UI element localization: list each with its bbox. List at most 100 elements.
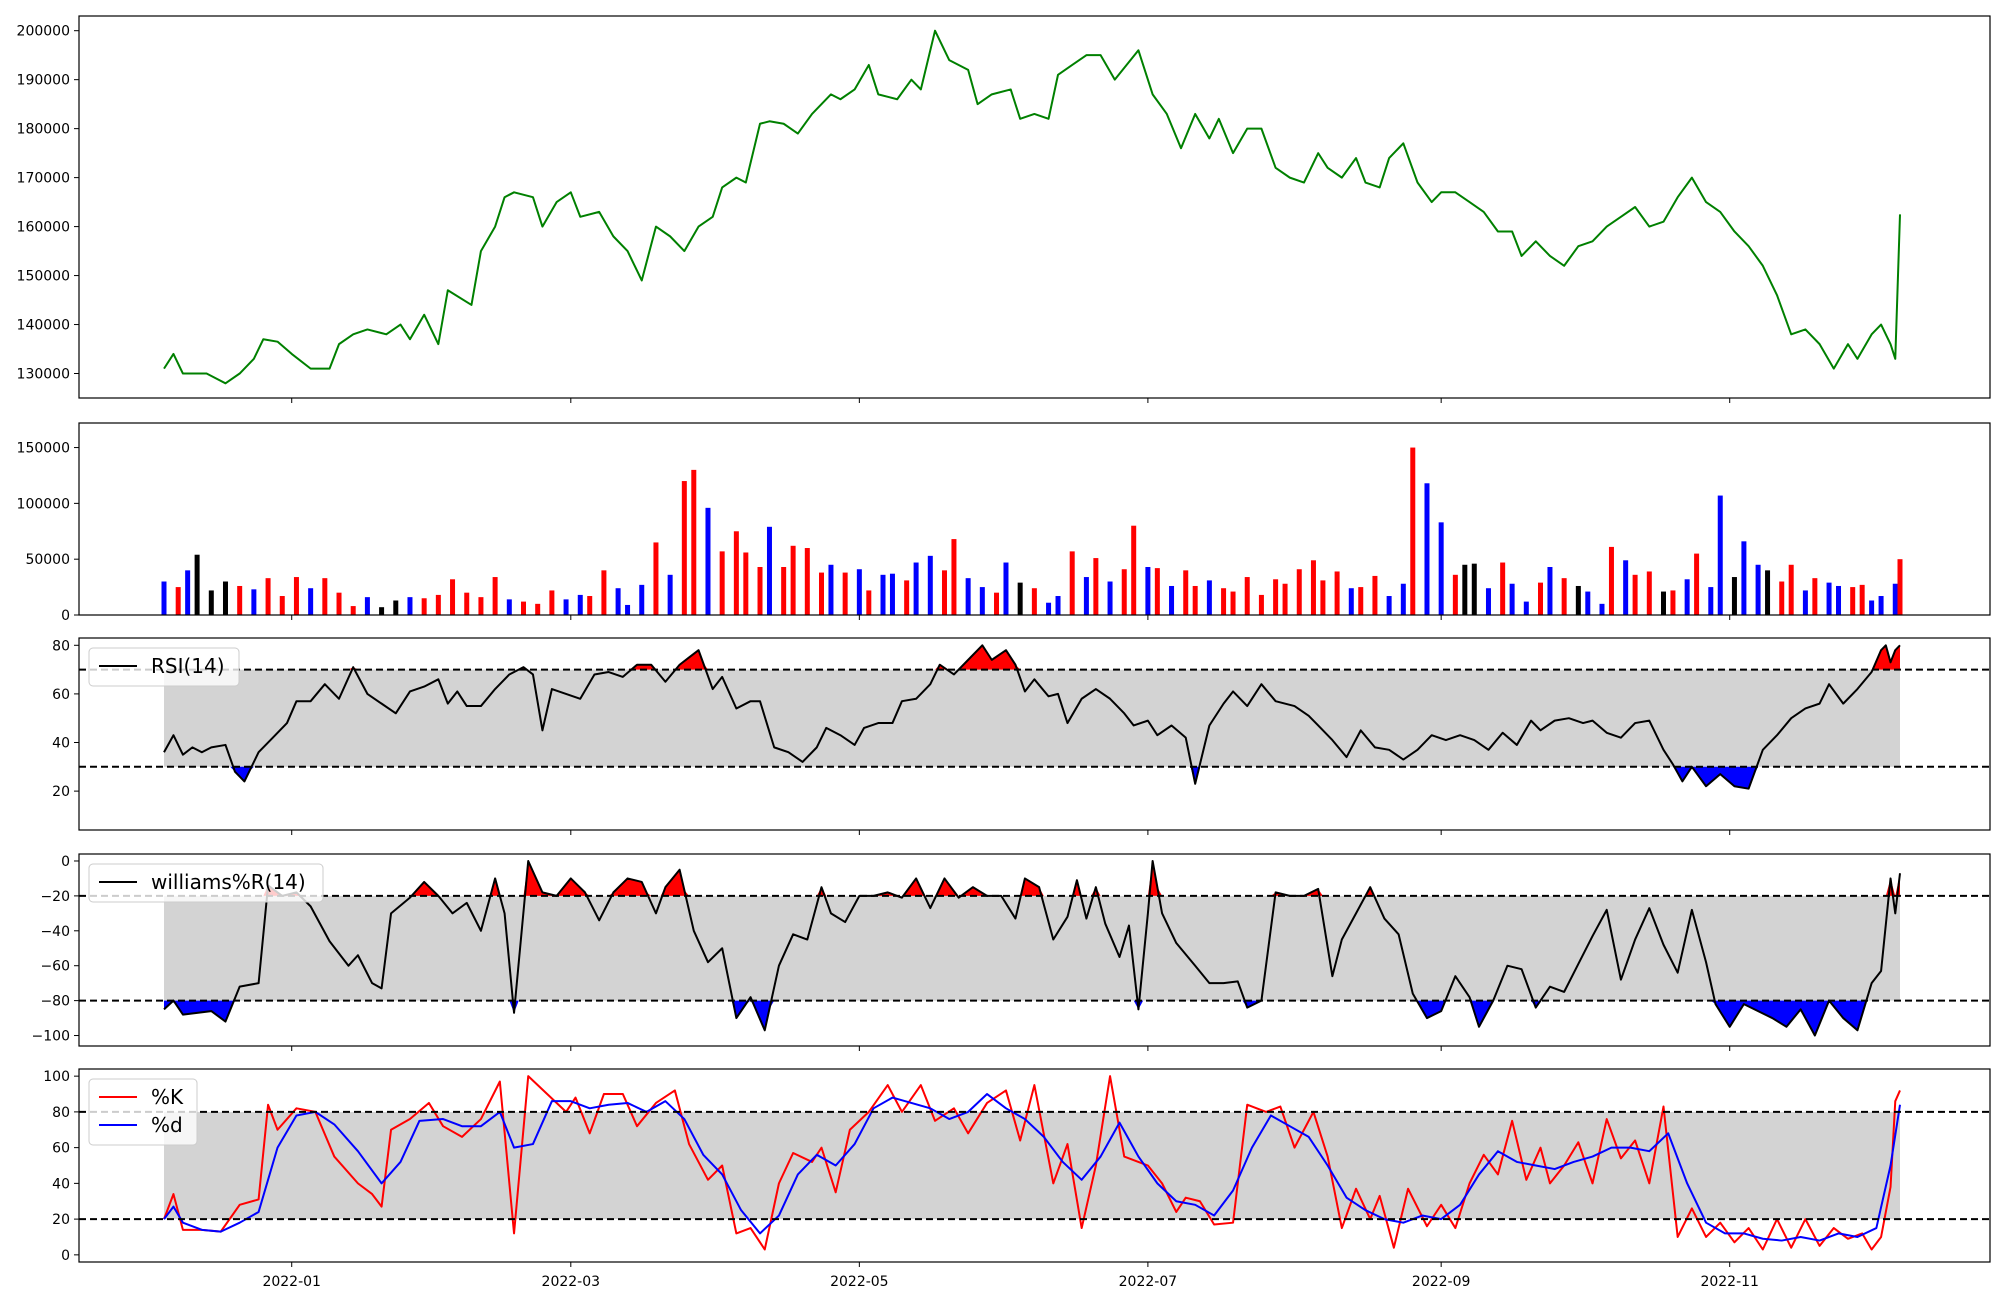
volume-bar [322, 578, 328, 615]
volume-bar [450, 579, 456, 615]
y-tick-label: 100 [43, 1069, 70, 1085]
panel-plot-area [161, 447, 1903, 615]
y-tick-label: 20 [52, 784, 70, 800]
volume-bar [175, 587, 181, 615]
volume-bar [1145, 567, 1151, 615]
volume-bar [1538, 582, 1543, 615]
volume-bar [1826, 582, 1832, 615]
y-tick-label: −40 [40, 924, 70, 940]
y-tick-label: −60 [40, 959, 70, 975]
panel-volume: 0 50000 100000 150000 [17, 422, 1991, 624]
volume-bar [913, 562, 919, 615]
volume-bar [1334, 571, 1340, 615]
volume-bar [781, 567, 787, 615]
panel-price: 130000 140000 150000 160000 170000 180000 1900… [17, 15, 1991, 403]
y-tick-label: 40 [52, 1176, 70, 1192]
volume-bar [1708, 587, 1714, 615]
volume-bar [601, 570, 607, 615]
volume-bar [336, 592, 342, 615]
volume-bar [1083, 577, 1089, 615]
panel-plot-area [79, 1075, 1990, 1251]
volume-bar [1523, 601, 1529, 615]
volume-bar [1273, 579, 1279, 615]
volume-bar [1836, 585, 1842, 615]
volume-bar [1755, 564, 1761, 615]
volume-bar [1154, 568, 1160, 615]
volume-bar [1802, 590, 1808, 615]
volume-bar [393, 600, 399, 615]
y-tick-label: 0 [61, 854, 70, 870]
y-tick-label: 0 [61, 608, 70, 624]
legend-label: RSI(14) [151, 654, 225, 678]
y-tick-label: 130000 [17, 367, 70, 383]
volume-bar [653, 542, 659, 615]
volume-bar [1859, 584, 1865, 615]
x-tick-label: 2022-01 [262, 1274, 321, 1290]
volume-bar [222, 581, 228, 615]
volume-bar [819, 572, 824, 615]
volume-bar [866, 590, 872, 615]
x-tick-label: 2022-11 [1700, 1274, 1759, 1290]
volume-bar [1500, 562, 1506, 615]
volume-bar [1358, 587, 1364, 615]
volume-bar [478, 597, 484, 615]
volume-bar [719, 551, 725, 615]
volume-bar [265, 578, 271, 615]
y-tick-label: 80 [52, 1105, 70, 1121]
volume-bar [790, 545, 796, 615]
volume-bar [1599, 603, 1605, 615]
panel-rsi: 20 40 60 80 RSI(14) [52, 637, 1991, 835]
volume-bar [1878, 596, 1884, 615]
volume-bar [1623, 560, 1629, 615]
volume-bar [1282, 583, 1288, 615]
volume-bar [1400, 583, 1406, 615]
volume-bar [1717, 495, 1723, 615]
volume-bar [1244, 577, 1250, 615]
legend-label: williams%R(14) [151, 870, 306, 894]
legend-label: %K [151, 1085, 184, 1109]
series-line-rsi-14 [163, 644, 1901, 790]
volume-bar [1438, 522, 1444, 615]
volume-bar [1348, 588, 1354, 615]
volume-bar [1660, 591, 1666, 615]
volume-bar [1192, 585, 1198, 615]
volume-bar [1608, 546, 1614, 615]
panel-frame [78, 1068, 1991, 1263]
neutral-band [164, 895, 1900, 1001]
volume-bar [1206, 580, 1212, 615]
volume-bar [733, 531, 739, 615]
volume-bar [1296, 569, 1302, 615]
legend-label: %d [151, 1113, 183, 1137]
legend-box [88, 863, 324, 903]
volume-bar [1561, 578, 1567, 615]
legend: %K %d [88, 1078, 198, 1146]
y-tick-label: 20 [52, 1212, 70, 1228]
volume-bar [379, 607, 385, 615]
volume-bar [766, 526, 772, 615]
chart-panels: 130000 140000 150000 160000 170000 180000 1900… [17, 15, 1991, 1267]
volume-bar [1230, 591, 1236, 615]
volume-bar [1183, 570, 1189, 615]
volume-bar [1585, 591, 1591, 615]
volume-bar [965, 578, 971, 615]
volume-bar [615, 588, 621, 615]
volume-bar [1310, 560, 1316, 615]
volume-bar [1765, 570, 1771, 615]
volume-bar [421, 598, 427, 615]
volume-bar [1485, 588, 1491, 615]
legend-box [88, 647, 240, 687]
volume-bar [587, 596, 593, 615]
volume-bar [1386, 596, 1392, 615]
volume-bar [1017, 582, 1023, 615]
volume-bar [1258, 594, 1264, 615]
volume-bar [743, 552, 749, 615]
volume-bar [941, 570, 947, 615]
volume-bar [880, 574, 886, 615]
volume-bar [293, 577, 299, 615]
overbought-fill [164, 860, 1900, 896]
legend: williams%R(14) [88, 863, 324, 903]
volume-bar [1121, 569, 1127, 615]
volume-bar [1547, 567, 1553, 615]
volume-bar [407, 597, 413, 615]
y-tick-label: −100 [32, 1029, 70, 1045]
